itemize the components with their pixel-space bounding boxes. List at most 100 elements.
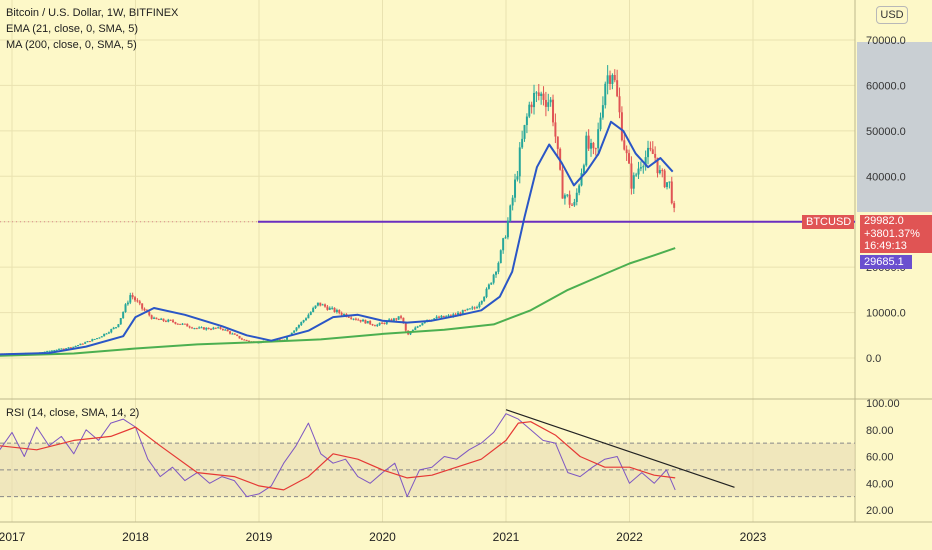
candle-body — [383, 322, 386, 324]
candle-body — [309, 311, 312, 315]
candle-body — [62, 348, 65, 350]
currency-button[interactable]: USD — [876, 6, 908, 24]
candle-body — [492, 274, 495, 283]
candle-body — [483, 296, 486, 301]
candle-body — [473, 307, 476, 309]
candle-body — [302, 320, 305, 323]
candle-body — [639, 167, 642, 169]
bar-countdown: 16:49:13 — [864, 240, 907, 253]
candle-body — [328, 307, 331, 310]
candle-body — [566, 194, 569, 196]
candle-body — [110, 329, 113, 333]
candle-body — [630, 163, 633, 189]
last-price: 29982.0 — [864, 215, 904, 227]
candle-body — [67, 347, 70, 349]
candle-body — [506, 220, 509, 238]
candle-body — [468, 308, 471, 310]
candle-body — [198, 327, 201, 329]
candle-body — [126, 302, 129, 305]
candle-body — [533, 92, 536, 108]
candle-body — [188, 326, 191, 328]
candle-body — [340, 312, 343, 315]
y-tick-label: 0.0 — [866, 353, 881, 365]
rsi-ma-line — [0, 421, 676, 491]
x-tick-label: 2018 — [122, 530, 149, 544]
candle-body — [369, 320, 372, 325]
candle-body — [343, 313, 346, 315]
candle-body — [86, 341, 89, 343]
candle-body — [618, 96, 621, 113]
candle-body — [195, 328, 198, 330]
candle-body — [480, 300, 483, 304]
candle-body — [637, 168, 640, 175]
x-tick-label: 2021 — [493, 530, 520, 544]
rsi-tick-label: 20.00 — [866, 505, 894, 517]
candle-body — [421, 323, 424, 326]
candle-body — [544, 99, 547, 107]
candle-body — [115, 327, 118, 329]
candle-body — [587, 135, 590, 149]
candle-body — [497, 262, 500, 272]
candle-body — [335, 310, 338, 312]
candle-body — [516, 176, 519, 180]
candle-body — [117, 324, 120, 328]
candle-body — [623, 140, 626, 150]
candle-body — [100, 336, 103, 338]
candle-body — [219, 327, 222, 329]
ma-value-tag: 29685.1 — [860, 255, 912, 269]
candle-body — [193, 328, 196, 330]
candle-body — [248, 340, 251, 342]
candle-body — [487, 284, 490, 289]
candle-body — [352, 318, 355, 320]
candle-body — [433, 318, 436, 321]
candle-body — [404, 323, 407, 331]
candle-body — [649, 147, 652, 150]
candle-body — [333, 307, 336, 312]
candle-body — [88, 341, 91, 343]
candle-body — [331, 307, 334, 309]
ema-legend[interactable]: EMA (21, close, 0, SMA, 5) — [6, 23, 139, 35]
candle-body — [364, 319, 367, 324]
candle-body — [554, 122, 557, 137]
candle-body — [214, 327, 217, 329]
candle-body — [530, 104, 533, 108]
candle-body — [673, 203, 676, 208]
candle-body — [400, 316, 403, 318]
candle-body — [238, 335, 241, 339]
candle-body — [55, 349, 58, 351]
candle-body — [563, 195, 566, 199]
ma-legend[interactable]: MA (200, close, 0, SMA, 5) — [6, 39, 137, 51]
candle-body — [65, 348, 68, 350]
candle-body — [103, 333, 106, 337]
candle-body — [205, 327, 208, 330]
candle-body — [72, 346, 75, 348]
candle-body — [416, 326, 419, 328]
rsi-trendline — [505, 409, 735, 488]
ticker-label: BTCUSD — [802, 215, 854, 229]
candle-body — [461, 310, 464, 315]
candle-body — [79, 343, 82, 346]
candle-body — [105, 333, 108, 335]
candle-body — [656, 157, 659, 174]
candle-body — [172, 320, 175, 323]
candle-body — [528, 104, 531, 117]
candle-body — [599, 117, 602, 130]
candle-body — [96, 338, 99, 340]
candle-body — [359, 319, 362, 322]
candle-body — [392, 318, 395, 322]
candle-body — [459, 312, 462, 315]
candle-body — [129, 295, 132, 303]
candle-body — [210, 329, 213, 331]
candle-body — [136, 300, 139, 302]
rsi-tick-label: 80.00 — [866, 425, 894, 437]
rsi-legend[interactable]: RSI (14, close, SMA, 14, 2) — [6, 407, 140, 419]
rsi-tick-label: 40.00 — [866, 478, 894, 490]
candle-body — [148, 311, 151, 316]
candle-body — [651, 149, 654, 154]
candle-body — [490, 282, 493, 285]
candle-body — [81, 343, 84, 345]
candle-body — [620, 112, 623, 141]
candle-body — [112, 327, 115, 330]
candle-body — [319, 302, 322, 306]
candle-body — [647, 147, 650, 158]
